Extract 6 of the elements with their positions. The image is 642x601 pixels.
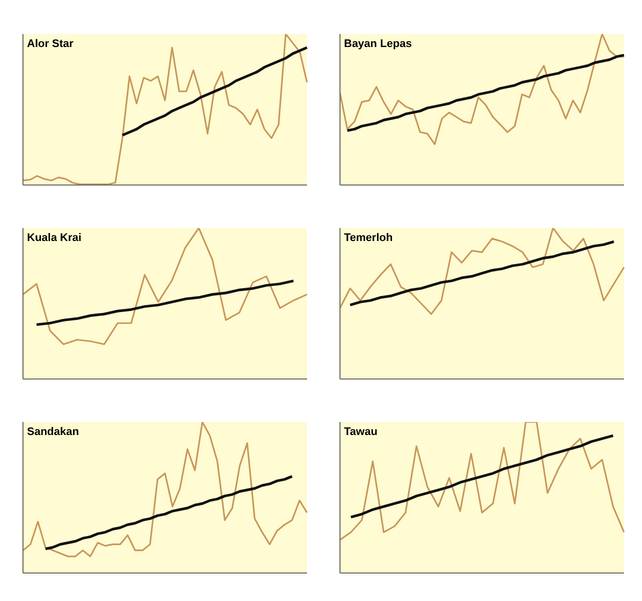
chart-title: Tawau [344, 426, 378, 438]
chart-title: Bayan Lepas [344, 38, 412, 50]
chart-title: Alor Star [27, 38, 74, 50]
chart-title: Kuala Krai [27, 232, 82, 244]
chart-title: Sandakan [27, 426, 79, 438]
chart-title: Temerloh [344, 232, 393, 244]
